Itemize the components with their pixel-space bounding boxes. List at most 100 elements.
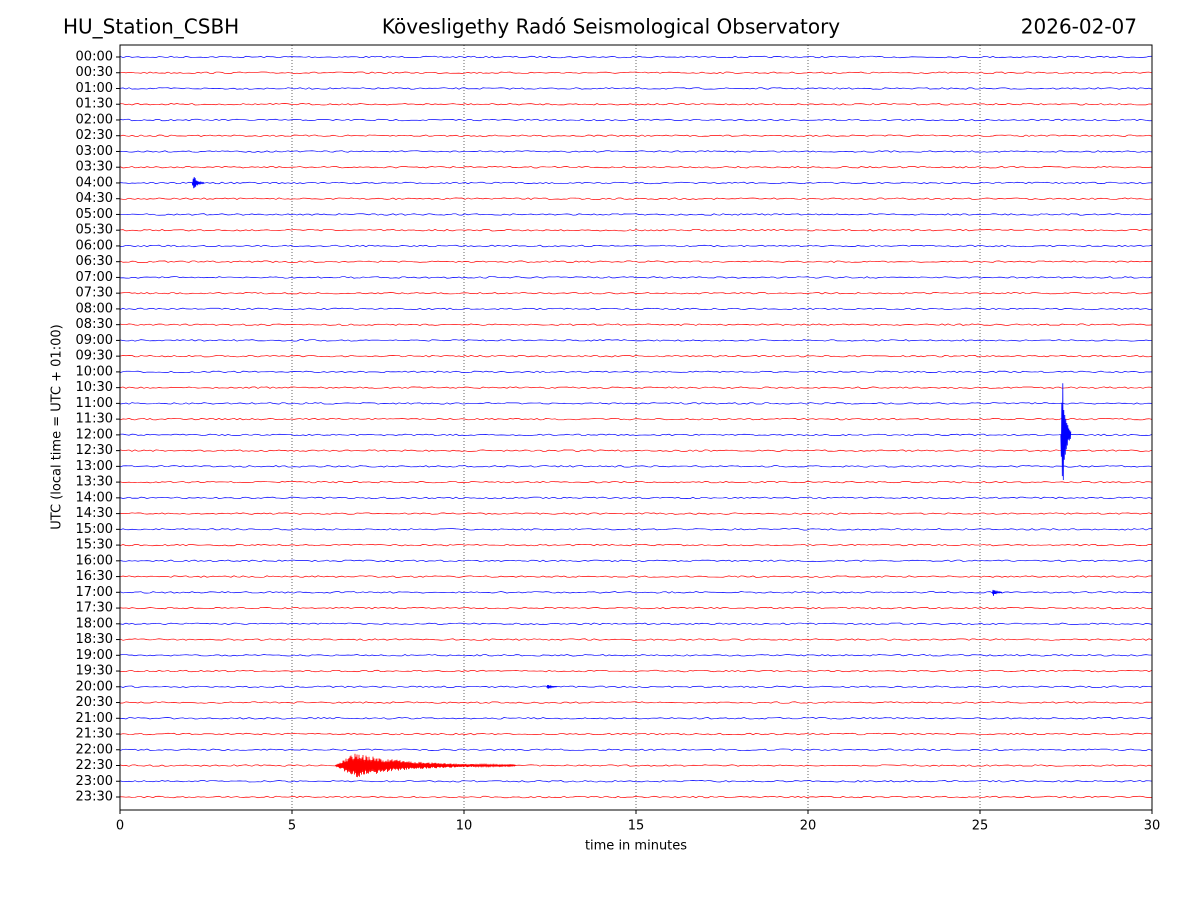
event	[546, 684, 557, 689]
y-tick-label: 04:00	[76, 175, 113, 190]
y-tick-label: 03:00	[76, 144, 113, 159]
trace	[119, 622, 1153, 625]
trace	[119, 732, 1153, 736]
trace	[119, 591, 1153, 594]
plot-frame	[119, 44, 1153, 811]
trace	[119, 134, 1153, 137]
trace	[119, 323, 1153, 326]
y-tick-label: 05:00	[76, 207, 113, 222]
trace	[119, 386, 1153, 389]
y-tick-label: 07:30	[76, 286, 113, 301]
trace	[120, 213, 1153, 216]
trace	[119, 166, 1153, 169]
x-tick-label: 25	[972, 819, 989, 834]
x-tick-label: 15	[628, 819, 645, 834]
y-tick-label: 19:30	[76, 664, 113, 679]
y-tick-label: 08:00	[76, 301, 113, 316]
trace	[119, 307, 1153, 311]
trace	[119, 685, 1153, 688]
x-axis-label: time in minutes	[585, 839, 687, 854]
trace	[119, 512, 1153, 515]
y-tick-label: 15:30	[76, 538, 113, 553]
y-tick-label: 14:00	[76, 490, 113, 505]
y-tick-label: 11:30	[76, 412, 113, 427]
y-tick-label: 02:00	[76, 112, 113, 127]
x-tick-label: 30	[1144, 819, 1161, 834]
trace	[119, 559, 1153, 563]
trace	[119, 701, 1153, 704]
trace	[119, 433, 1153, 437]
y-tick-label: 03:30	[76, 160, 113, 175]
trace	[119, 292, 1153, 295]
y-tick-label: 18:30	[76, 632, 113, 647]
trace	[119, 748, 1153, 751]
y-tick-label: 12:00	[76, 427, 113, 442]
y-tick-label: 11:00	[76, 396, 113, 411]
event	[1060, 383, 1072, 481]
y-tick-label: 15:00	[76, 522, 113, 537]
y-tick-label: 09:00	[76, 333, 113, 348]
y-tick-label: 04:30	[76, 191, 113, 206]
date-label: 2026-02-07	[1021, 15, 1137, 39]
y-tick-label: 12:30	[76, 443, 113, 458]
trace	[119, 669, 1153, 673]
y-tick-label: 23:30	[76, 790, 113, 805]
y-tick-label: 20:30	[76, 695, 113, 710]
y-tick-label: 14:30	[76, 506, 113, 521]
trace	[119, 197, 1153, 200]
y-tick-label: 08:30	[76, 317, 113, 332]
trace	[119, 543, 1153, 547]
y-tick-label: 16:00	[76, 553, 113, 568]
trace	[119, 417, 1153, 421]
y-tick-label: 10:00	[76, 364, 113, 379]
x-tick-label: 20	[800, 819, 817, 834]
y-tick-label: 18:00	[76, 616, 113, 631]
trace	[119, 118, 1153, 122]
y-tick-label: 05:30	[76, 223, 113, 238]
y-tick-label: 06:30	[76, 254, 113, 269]
trace	[119, 87, 1153, 90]
trace	[119, 150, 1153, 153]
trace	[119, 339, 1153, 342]
trace	[119, 780, 1153, 783]
trace	[119, 244, 1153, 248]
trace	[119, 717, 1153, 720]
y-tick-label: 00:00	[76, 50, 113, 65]
chart-title: Kövesligethy Radó Seismological Observat…	[382, 15, 840, 39]
trace	[119, 276, 1153, 279]
trace	[119, 465, 1153, 468]
trace	[119, 638, 1153, 641]
y-tick-label: 20:00	[76, 679, 113, 694]
trace	[119, 402, 1153, 405]
trace	[119, 795, 1153, 799]
event	[334, 753, 516, 778]
y-tick-label: 07:00	[76, 270, 113, 285]
y-tick-label: 13:00	[76, 459, 113, 474]
trace	[119, 260, 1153, 263]
y-tick-label: 21:00	[76, 711, 113, 726]
y-tick-label: 02:30	[76, 128, 113, 143]
y-tick-label: 19:00	[76, 648, 113, 663]
event	[191, 177, 205, 189]
trace	[119, 55, 1153, 59]
trace	[119, 354, 1153, 358]
y-tick-label: 00:30	[76, 65, 113, 80]
trace	[119, 370, 1153, 374]
y-tick-label: 06:00	[76, 238, 113, 253]
y-tick-label: 22:00	[76, 742, 113, 757]
trace	[119, 764, 1153, 767]
trace	[119, 449, 1153, 452]
y-tick-label: 22:30	[76, 758, 113, 773]
x-tick-label: 10	[456, 819, 473, 834]
y-tick-label: 16:30	[76, 569, 113, 584]
trace	[119, 229, 1153, 232]
y-tick-label: 17:00	[76, 585, 113, 600]
trace	[119, 103, 1153, 106]
trace	[119, 480, 1153, 484]
y-tick-label: 23:00	[76, 774, 113, 789]
y-tick-label: 10:30	[76, 380, 113, 395]
x-tick-label: 5	[288, 819, 296, 834]
trace	[119, 71, 1153, 74]
y-tick-label: 17:30	[76, 601, 113, 616]
